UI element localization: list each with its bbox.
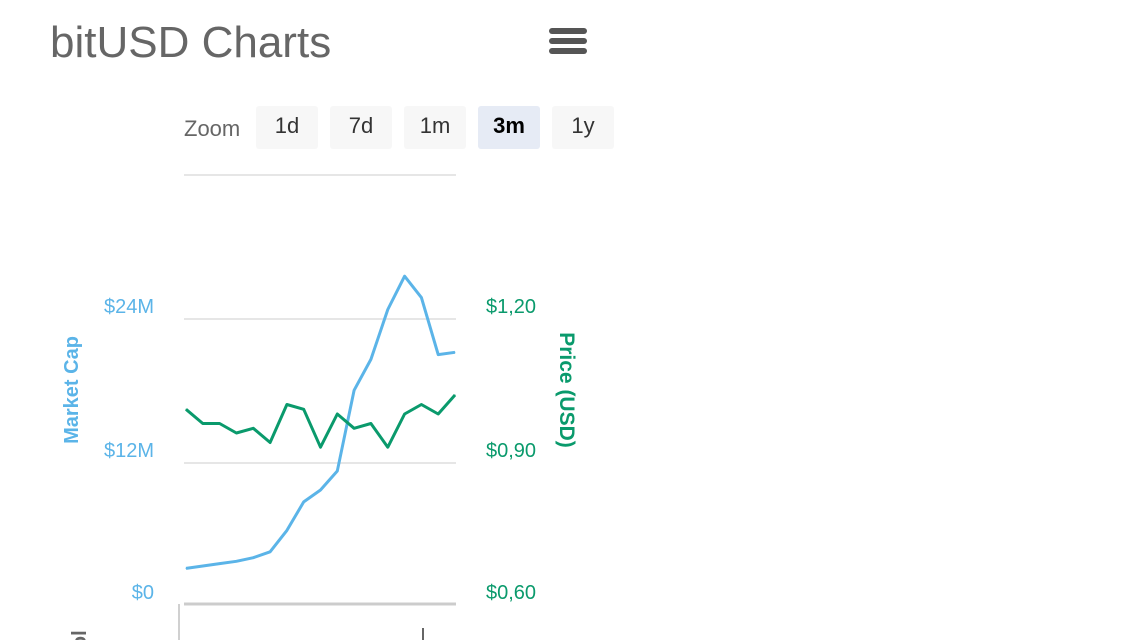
price-series-line bbox=[185, 394, 457, 449]
zoom-7d-button[interactable]: 7d bbox=[330, 106, 392, 149]
series-layer bbox=[185, 274, 457, 570]
price-point bbox=[353, 427, 355, 429]
price-point bbox=[437, 413, 439, 415]
price-point bbox=[303, 408, 305, 410]
market-cap-point bbox=[286, 529, 288, 531]
right-tick-label: $0,90 bbox=[486, 440, 536, 462]
price-point bbox=[252, 427, 254, 429]
left-tick-label: $24M bbox=[104, 296, 154, 318]
price-point bbox=[454, 394, 456, 396]
price-point bbox=[185, 408, 187, 410]
price-point bbox=[269, 442, 271, 443]
market-cap-point bbox=[252, 557, 254, 559]
right-tick-label: $0,60 bbox=[486, 582, 536, 604]
market-cap-point bbox=[202, 565, 204, 567]
market-cap-series-line bbox=[185, 274, 456, 570]
price-point bbox=[336, 413, 338, 415]
zoom-1y-button[interactable]: 1y bbox=[552, 106, 614, 149]
market-cap-point bbox=[185, 567, 187, 569]
price-point bbox=[320, 446, 321, 448]
market-cap-point bbox=[404, 275, 406, 277]
market-cap-point bbox=[235, 560, 237, 562]
left-tick-label: $12M bbox=[104, 440, 154, 462]
right-tick-label: $1,20 bbox=[486, 296, 536, 318]
left-axis-title: Market Cap bbox=[61, 336, 83, 444]
market-cap-point bbox=[437, 354, 439, 356]
page-title: bitUSD Charts bbox=[50, 18, 332, 67]
hamburger-menu-icon[interactable] bbox=[549, 28, 587, 58]
price-point bbox=[202, 423, 204, 424]
price-point bbox=[235, 432, 237, 434]
zoom-3m-button[interactable]: 3m bbox=[478, 106, 540, 149]
price-point bbox=[387, 446, 389, 448]
market-cap-point bbox=[420, 297, 422, 299]
market-cap-point bbox=[219, 563, 221, 565]
price-point bbox=[420, 404, 422, 405]
volume-axis-title: Vol bbox=[69, 630, 91, 640]
market-cap-point bbox=[320, 489, 321, 491]
left-tick-label: $0 bbox=[132, 582, 154, 604]
market-cap-point bbox=[269, 551, 271, 553]
price-point bbox=[370, 423, 372, 424]
market-cap-point bbox=[353, 389, 355, 391]
price-point bbox=[404, 413, 406, 415]
right-axis-title: Price (USD) bbox=[555, 332, 578, 448]
zoom-1m-button[interactable]: 1m bbox=[404, 106, 466, 149]
zoom-1d-button[interactable]: 1d bbox=[256, 106, 318, 149]
market-cap-point bbox=[454, 351, 456, 353]
price-point bbox=[286, 404, 288, 405]
market-cap-point bbox=[303, 501, 305, 503]
market-cap-point bbox=[387, 309, 389, 310]
zoom-label: Zoom bbox=[184, 116, 241, 141]
market-cap-point bbox=[336, 470, 338, 472]
price-point bbox=[219, 423, 221, 424]
market-cap-point bbox=[370, 358, 372, 360]
